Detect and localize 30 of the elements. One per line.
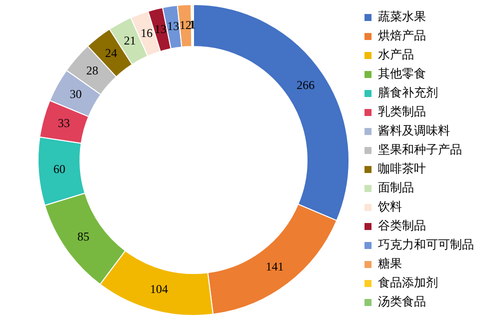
legend-label: 糖果 <box>378 256 402 271</box>
legend-label: 蔬菜水果 <box>378 10 426 24</box>
data-label: 16 <box>140 26 153 40</box>
data-label: 141 <box>266 259 284 274</box>
data-label: 12 <box>180 18 192 32</box>
data-label: 13 <box>154 22 166 36</box>
legend-label: 坚果和种子产品 <box>378 142 462 157</box>
data-label: 104 <box>150 282 168 296</box>
legend-label: 饮料 <box>377 200 402 214</box>
data-label: 28 <box>86 64 98 78</box>
legend-label: 水产品 <box>378 48 414 62</box>
legend-label: 乳类制品 <box>378 104 426 119</box>
legend-label: 烘焙产品 <box>378 28 426 43</box>
data-label: 24 <box>105 46 118 60</box>
data-label: 13 <box>167 19 180 34</box>
data-label: 21 <box>124 34 136 48</box>
legend-label: 面制品 <box>378 180 414 195</box>
data-label: 33 <box>58 116 70 130</box>
data-label: 60 <box>53 162 66 176</box>
data-label: 30 <box>70 87 82 102</box>
legend-label: 咖啡茶叶 <box>378 162 426 176</box>
legend-label: 其他零食 <box>378 66 426 81</box>
legend-label: 巧克力和可可制品 <box>378 238 474 252</box>
legend-label: 谷类制品 <box>378 218 426 233</box>
data-label: 266 <box>296 78 315 92</box>
legend-label: 汤类食品 <box>378 294 426 309</box>
legend-label: 膳食补充剂 <box>378 86 438 100</box>
legend-label: 酱料及调味料 <box>378 124 450 138</box>
legend-label: 食品添加剂 <box>378 276 438 290</box>
data-label: 85 <box>77 229 90 244</box>
